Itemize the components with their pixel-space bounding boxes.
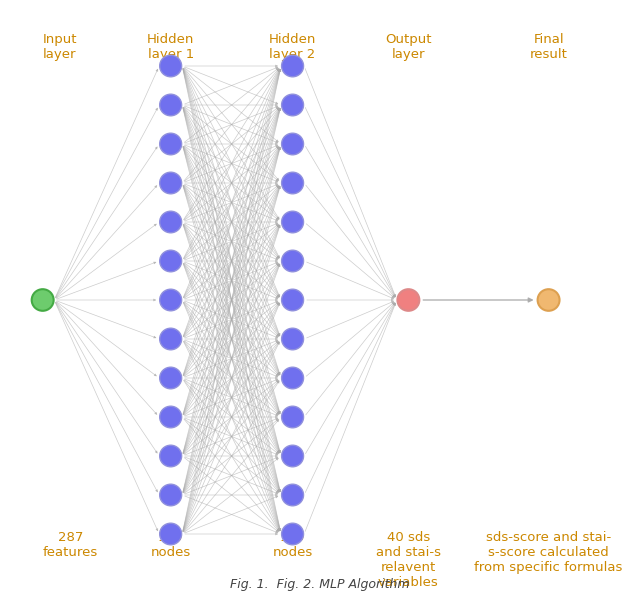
- Circle shape: [282, 328, 303, 350]
- Circle shape: [282, 94, 303, 116]
- Circle shape: [160, 484, 182, 506]
- Circle shape: [160, 445, 182, 467]
- Circle shape: [160, 523, 182, 545]
- Circle shape: [282, 445, 303, 467]
- Circle shape: [160, 211, 182, 233]
- Text: Output
layer: Output layer: [385, 33, 431, 61]
- Text: 100
nodes: 100 nodes: [273, 531, 313, 559]
- Circle shape: [538, 289, 559, 311]
- Circle shape: [282, 289, 303, 311]
- Text: Fig. 1.  Fig. 2. MLP Algorithm: Fig. 1. Fig. 2. MLP Algorithm: [230, 578, 410, 591]
- Text: Final
result: Final result: [530, 33, 568, 61]
- Circle shape: [160, 289, 182, 311]
- Circle shape: [160, 133, 182, 155]
- Circle shape: [32, 289, 54, 311]
- Circle shape: [160, 94, 182, 116]
- Circle shape: [282, 55, 303, 77]
- Circle shape: [160, 55, 182, 77]
- Circle shape: [160, 250, 182, 272]
- Text: 40 sds
and stai-s
relavent
variables: 40 sds and stai-s relavent variables: [376, 531, 441, 589]
- Text: sds-score and stai-
s-score calculated
from specific formulas: sds-score and stai- s-score calculated f…: [474, 531, 623, 574]
- Circle shape: [282, 133, 303, 155]
- Circle shape: [160, 367, 182, 389]
- Circle shape: [282, 523, 303, 545]
- Circle shape: [397, 289, 419, 311]
- Circle shape: [282, 367, 303, 389]
- Text: Input
layer: Input layer: [43, 33, 77, 61]
- Text: Hidden
layer 1: Hidden layer 1: [147, 33, 195, 61]
- Text: Hidden
layer 2: Hidden layer 2: [269, 33, 316, 61]
- Circle shape: [160, 172, 182, 194]
- Circle shape: [160, 328, 182, 350]
- Circle shape: [282, 406, 303, 428]
- Text: 100
nodes: 100 nodes: [150, 531, 191, 559]
- Circle shape: [282, 211, 303, 233]
- Circle shape: [282, 484, 303, 506]
- Text: 287
features: 287 features: [43, 531, 98, 559]
- Circle shape: [160, 406, 182, 428]
- Circle shape: [282, 250, 303, 272]
- Circle shape: [282, 172, 303, 194]
